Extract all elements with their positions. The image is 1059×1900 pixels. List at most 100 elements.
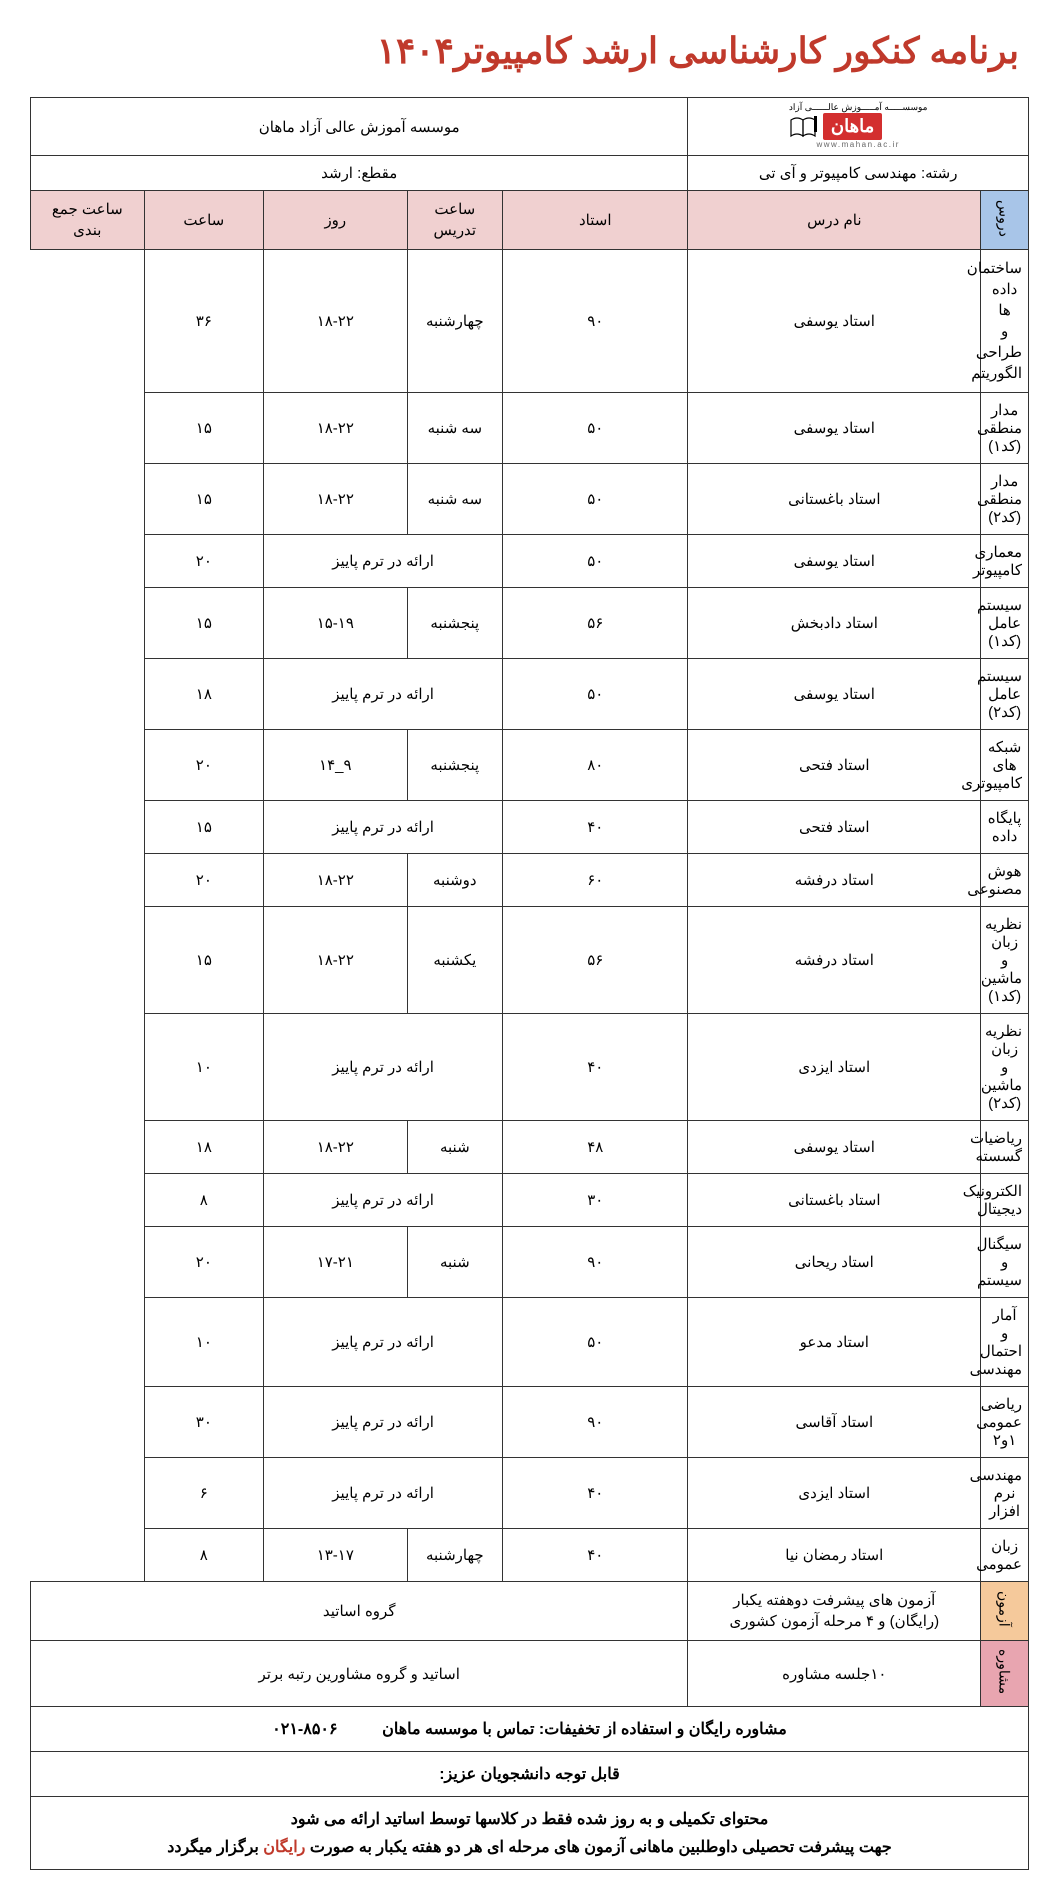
course-teacher: استاد یوسفی xyxy=(688,659,981,730)
field-cell: رشته: مهندسی کامپیوتر و آی تی xyxy=(688,156,1029,191)
exam-group: گروه اساتید xyxy=(31,1582,688,1641)
course-summary: ۱۵ xyxy=(144,907,264,1014)
course-name: سیستم عامل (کد۲) xyxy=(981,659,1029,730)
course-row: سیگنال و سیستماستاد ریحانی۹۰شنبه۱۷-۲۱۲۰ xyxy=(31,1227,1029,1298)
col-time: ساعت xyxy=(144,191,264,250)
course-day: شنبه xyxy=(407,1121,503,1174)
course-hours: ۵۶ xyxy=(503,588,688,659)
course-summary: ۸ xyxy=(144,1529,264,1582)
course-hours: ۵۰ xyxy=(503,659,688,730)
course-hours: ۴۰ xyxy=(503,1529,688,1582)
fall-term-cell: ارائه در ترم پاییز xyxy=(264,1458,503,1529)
course-teacher: استاد رمضان نیا xyxy=(688,1529,981,1582)
course-time: ۱۸-۲۲ xyxy=(264,1121,407,1174)
course-summary: ۶ xyxy=(144,1458,264,1529)
course-teacher: استاد یوسفی xyxy=(688,250,981,393)
course-summary: ۱۵ xyxy=(144,801,264,854)
course-hours: ۵۰ xyxy=(503,464,688,535)
col-teaching-hours: ساعت تدریس xyxy=(407,191,503,250)
course-name: هوش مصنوعی xyxy=(981,854,1029,907)
course-row: ریاضیات گسستهاستاد یوسفی۴۸شنبه۱۸-۲۲۱۸ xyxy=(31,1121,1029,1174)
course-name: الکترونیک دیجیتال xyxy=(981,1174,1029,1227)
course-hours: ۹۰ xyxy=(503,1227,688,1298)
fall-term-cell: ارائه در ترم پاییز xyxy=(264,1174,503,1227)
course-row: مدار منطقی (کد۱)استاد یوسفی۵۰سه شنبه۱۸-۲… xyxy=(31,393,1029,464)
course-teacher: استاد فتحی xyxy=(688,801,981,854)
fall-term-cell: ارائه در ترم پاییز xyxy=(264,1298,503,1387)
books-icon xyxy=(789,114,819,140)
course-row: سیستم عامل (کد۱)استاد دادبخش۵۶پنجشنبه۱۵-… xyxy=(31,588,1029,659)
course-row: معماری کامپیوتراستاد یوسفی۵۰ارائه در ترم… xyxy=(31,535,1029,588)
course-row: الکترونیک دیجیتالاستاد باغستانی۳۰ارائه د… xyxy=(31,1174,1029,1227)
course-name: نظریه زبان و ماشین (کد۲) xyxy=(981,1014,1029,1121)
counsel-group: اساتید و گروه مشاورین رتبه برتر xyxy=(31,1641,688,1707)
course-name: سیستم عامل (کد۱) xyxy=(981,588,1029,659)
logo-main-text: ماهان xyxy=(823,113,882,140)
course-day: دوشنبه xyxy=(407,854,503,907)
footer-consult: مشاوره رایگان و استفاده از تخفیفات: تماس… xyxy=(31,1707,1029,1752)
course-summary: ۳۰ xyxy=(144,1387,264,1458)
course-row: ریاضی عمومی ۱و۲استاد آقاسی۹۰ارائه در ترم… xyxy=(31,1387,1029,1458)
footer-notice-header: قابل توجه دانشجویان عزیز: xyxy=(31,1752,1029,1797)
category-courses: دروس xyxy=(981,191,1029,250)
course-name: شبکه های کامپیوتری xyxy=(981,730,1029,801)
course-hours: ۹۰ xyxy=(503,250,688,393)
course-name: نظریه زبان و ماشین (کد۱) xyxy=(981,907,1029,1014)
course-time: ۱۸-۲۲ xyxy=(264,854,407,907)
course-hours: ۵۰ xyxy=(503,535,688,588)
course-row: نظریه زبان و ماشین (کد۱)استاد درفشه۵۶یکش… xyxy=(31,907,1029,1014)
course-time: ۱۸-۲۲ xyxy=(264,393,407,464)
course-day: پنجشنبه xyxy=(407,730,503,801)
course-teacher: استاد یوسفی xyxy=(688,1121,981,1174)
fall-term-cell: ارائه در ترم پاییز xyxy=(264,659,503,730)
course-row: نظریه زبان و ماشین (کد۲)استاد ایزدی۴۰ارا… xyxy=(31,1014,1029,1121)
course-teacher: استاد باغستانی xyxy=(688,1174,981,1227)
course-summary: ۲۰ xyxy=(144,854,264,907)
col-teacher: استاد xyxy=(503,191,688,250)
course-time: ۱۵-۱۹ xyxy=(264,588,407,659)
course-summary: ۱۵ xyxy=(144,588,264,659)
course-hours: ۸۰ xyxy=(503,730,688,801)
course-summary: ۱۸ xyxy=(144,659,264,730)
course-row: شبکه های کامپیوتریاستاد فتحی۸۰پنجشنبه۹_۱… xyxy=(31,730,1029,801)
exam-desc: آزمون های پیشرفت دوهفته یکبار (رایگان) و… xyxy=(688,1582,981,1641)
course-day: چهارشنبه xyxy=(407,250,503,393)
course-time: ۱۳-۱۷ xyxy=(264,1529,407,1582)
course-hours: ۵۶ xyxy=(503,907,688,1014)
category-counsel: مشاوره xyxy=(981,1641,1029,1707)
course-name: ریاضی عمومی ۱و۲ xyxy=(981,1387,1029,1458)
course-day: سه شنبه xyxy=(407,464,503,535)
course-name: مهندسی نرم افزار xyxy=(981,1458,1029,1529)
course-summary: ۱۰ xyxy=(144,1298,264,1387)
course-row: ساختمان داده هاو طراحی الگوریتماستاد یوس… xyxy=(31,250,1029,393)
course-name: ریاضیات گسسته xyxy=(981,1121,1029,1174)
course-time: ۱۸-۲۲ xyxy=(264,464,407,535)
schedule-table: موسســـــه آمـــــوزش عالــــــی آزاد ما… xyxy=(30,97,1029,1870)
course-name: مدار منطقی (کد۱) xyxy=(981,393,1029,464)
col-day: روز xyxy=(264,191,407,250)
course-time: ۱۸-۲۲ xyxy=(264,907,407,1014)
course-teacher: استاد آقاسی xyxy=(688,1387,981,1458)
course-teacher: استاد یوسفی xyxy=(688,393,981,464)
course-summary: ۱۵ xyxy=(144,393,264,464)
col-name: نام درس xyxy=(688,191,981,250)
course-time: ۱۷-۲۱ xyxy=(264,1227,407,1298)
course-day: یکشنبه xyxy=(407,907,503,1014)
logo-url: www.mahan.ac.ir xyxy=(789,140,928,149)
course-teacher: استاد فتحی xyxy=(688,730,981,801)
category-exam: آزمون xyxy=(981,1582,1029,1641)
course-row: زبان عمومیاستاد رمضان نیا۴۰چهارشنبه۱۳-۱۷… xyxy=(31,1529,1029,1582)
footer-notice-2: جهت پیشرفت تحصیلی داوطلبین ماهانی آزمون … xyxy=(31,1833,1029,1870)
course-name: پایگاه داده xyxy=(981,801,1029,854)
course-row: سیستم عامل (کد۲)استاد یوسفی۵۰ارائه در تر… xyxy=(31,659,1029,730)
course-row: مدار منطقی (کد۲)استاد باغستانی۵۰سه شنبه۱… xyxy=(31,464,1029,535)
course-name: مدار منطقی (کد۲) xyxy=(981,464,1029,535)
course-teacher: استاد مدعو xyxy=(688,1298,981,1387)
course-hours: ۹۰ xyxy=(503,1387,688,1458)
fall-term-cell: ارائه در ترم پاییز xyxy=(264,535,503,588)
fall-term-cell: ارائه در ترم پاییز xyxy=(264,1387,503,1458)
course-hours: ۳۰ xyxy=(503,1174,688,1227)
course-hours: ۵۰ xyxy=(503,1298,688,1387)
logo-cell: موسســـــه آمـــــوزش عالــــــی آزاد ما… xyxy=(688,98,1029,156)
course-hours: ۶۰ xyxy=(503,854,688,907)
